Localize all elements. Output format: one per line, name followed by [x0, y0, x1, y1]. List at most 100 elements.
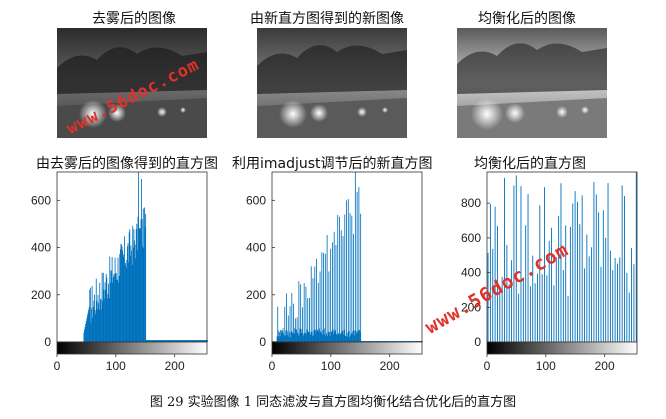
histogram-bar	[353, 330, 355, 342]
histogram-bar	[297, 332, 299, 342]
histogram-bar	[347, 336, 349, 342]
histogram-bar	[396, 341, 398, 342]
histogram-bar	[303, 335, 305, 342]
histogram-bar	[145, 340, 147, 342]
histogram-bar	[352, 331, 354, 342]
histogram-bar	[327, 335, 329, 342]
histogram-bar	[376, 341, 377, 342]
histogram-bar	[357, 332, 359, 342]
histogram-bar	[149, 340, 151, 342]
histogram-bar	[87, 312, 89, 342]
histogram-bar	[344, 214, 346, 342]
histogram-bar	[175, 340, 177, 342]
histogram-bar	[609, 250, 611, 342]
histogram-bar	[558, 215, 560, 342]
histogram-bar	[386, 341, 387, 342]
histogram-bar	[400, 341, 402, 342]
histogram-bar	[178, 340, 180, 342]
histogram-bar	[153, 340, 155, 342]
histogram-bar	[324, 334, 326, 342]
histogram-bar	[372, 341, 374, 342]
histogram-bar	[276, 336, 278, 342]
histogram-bar	[593, 181, 595, 342]
histogram-bar	[513, 185, 515, 342]
histogram-bar	[139, 228, 141, 342]
y-tick-label: 200	[31, 288, 51, 302]
histogram-bar	[312, 335, 313, 342]
histogram-bar	[354, 335, 356, 342]
histogram-bar	[342, 236, 344, 342]
grayscale-colorbar	[486, 341, 638, 355]
histogram-bar	[418, 341, 420, 342]
histogram-bar	[379, 341, 381, 342]
histogram-bar	[155, 340, 157, 342]
histogram-bar	[365, 341, 367, 342]
histogram-bar	[584, 268, 585, 342]
histogram-bar	[396, 341, 397, 342]
histogram-bar	[202, 340, 204, 342]
histogram-bar	[198, 340, 200, 342]
histogram-bars	[57, 172, 208, 342]
histogram-bar	[529, 286, 531, 342]
histogram-bar	[635, 172, 637, 342]
histogram-bar	[351, 215, 353, 342]
histogram-bar	[383, 341, 385, 342]
histogram-bar	[181, 340, 182, 342]
histogram-bar	[199, 340, 201, 342]
histogram-bar	[518, 293, 520, 342]
histogram-bar	[325, 336, 327, 342]
histogram-bar	[121, 246, 123, 342]
y-tick-label: 0	[44, 335, 51, 349]
histogram-bar	[138, 172, 140, 342]
histogram-bar	[387, 341, 389, 342]
histogram-bar	[292, 332, 294, 342]
histogram-bar	[362, 341, 364, 342]
histogram-bar	[532, 255, 534, 342]
histogram-bar	[345, 336, 347, 342]
histogram-bar	[527, 194, 529, 342]
histogram-bar	[291, 293, 293, 342]
histogram-bar	[143, 248, 145, 342]
histogram-bar	[205, 340, 207, 342]
x-tick-label: 0	[269, 359, 276, 373]
histogram-bar	[202, 340, 204, 342]
histogram-bar	[297, 335, 299, 342]
histogram-title-dehazed: 由去雾后的图像得到的直方图	[36, 156, 218, 172]
histogram-bar	[572, 203, 574, 342]
histogram-bar	[336, 334, 337, 342]
histogram-bar	[626, 272, 628, 342]
histogram-bar	[289, 332, 290, 342]
histogram-bar	[83, 332, 85, 342]
histogram-bar	[131, 250, 132, 342]
histogram-bar	[328, 271, 330, 342]
histogram-bar	[102, 301, 104, 342]
histogram-bar	[402, 341, 404, 342]
x-tick-label: 0	[54, 359, 61, 373]
histogram-bar	[128, 232, 130, 342]
histogram-bar	[149, 340, 151, 342]
histogram-bar	[374, 341, 376, 342]
histogram-bar	[359, 331, 361, 342]
histogram-bar	[404, 341, 406, 342]
histogram-bar	[129, 256, 131, 342]
histogram-bar	[285, 330, 287, 342]
histogram-bar	[164, 340, 166, 342]
histogram-bar	[283, 333, 285, 342]
histogram-bar	[356, 333, 357, 342]
histogram-bar	[595, 194, 597, 342]
histogram-bar	[356, 192, 358, 342]
histogram-bar	[145, 213, 147, 342]
histogram-bar	[89, 287, 91, 342]
histogram-bar	[347, 199, 349, 342]
histogram-bar	[569, 226, 571, 342]
histogram-bar	[321, 252, 323, 342]
histogram-bar	[126, 259, 128, 342]
histogram-bar	[119, 254, 121, 342]
histogram-bar	[487, 252, 489, 342]
histogram-bar	[117, 279, 118, 342]
histogram-bar	[85, 321, 87, 342]
histogram-bar	[408, 341, 410, 342]
histogram-bar	[410, 341, 412, 342]
histogram-bar	[302, 333, 304, 342]
histogram-bar	[104, 298, 105, 342]
